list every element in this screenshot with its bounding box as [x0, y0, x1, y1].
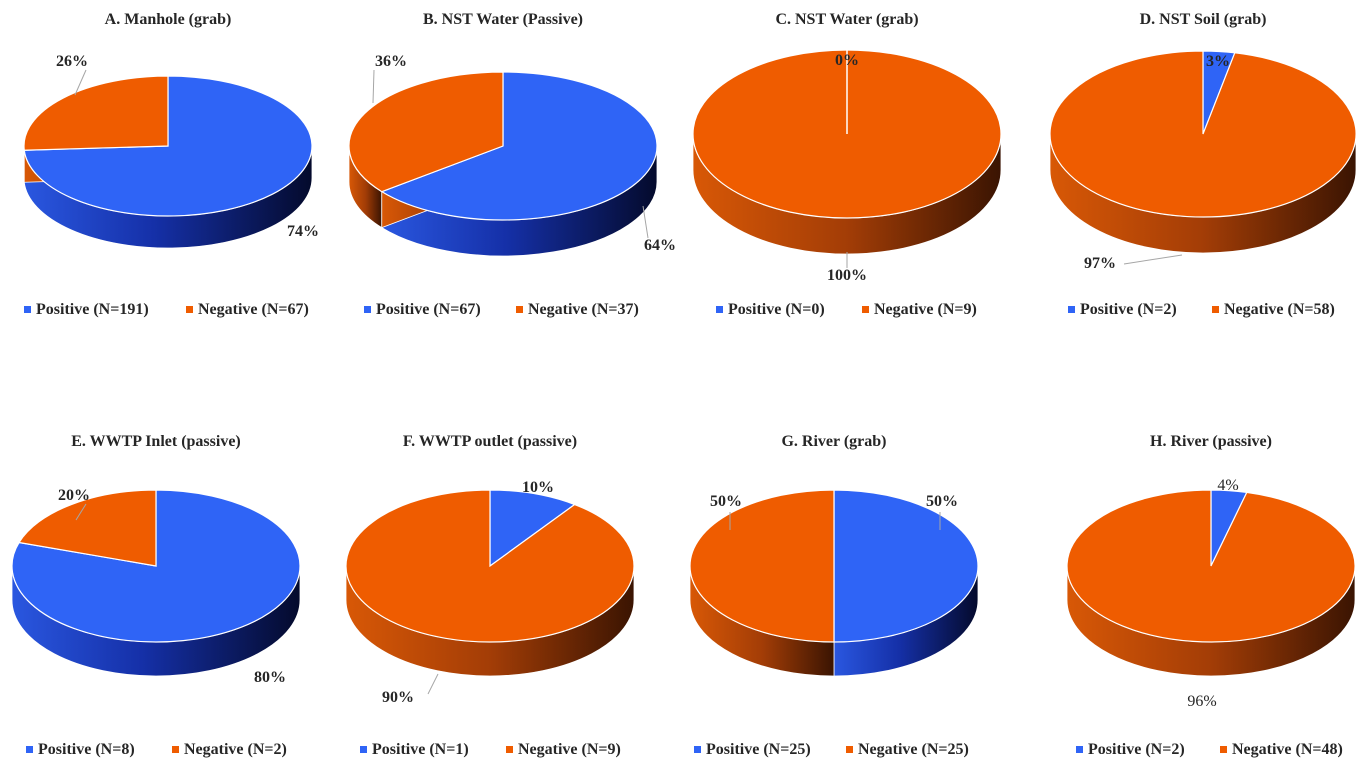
data-label-negative: 50% [710, 493, 742, 510]
pie-chart-c: 0% 100% C. NST Water (grab) Positive (N=0) N… [692, 11, 1002, 318]
legend: Positive (N=25) Negative (N=25) [694, 741, 969, 758]
pie-slice-positive [489, 489, 576, 568]
legend-swatch-negative [846, 746, 853, 753]
legend-swatch-positive [716, 306, 723, 313]
pie-slice-negative [348, 71, 504, 193]
data-label-negative: 20% [58, 487, 90, 504]
legend-swatch-negative [1212, 306, 1219, 313]
pie-chart-a: 74% 26% A. Manhole (grab) Positive (N=191) N… [23, 11, 319, 318]
legend-label-negative: Negative (N=48) [1232, 741, 1343, 758]
legend-label-positive: Positive (N=25) [706, 741, 811, 758]
legend-label-negative: Negative (N=25) [858, 741, 969, 758]
data-label-positive: 10% [522, 479, 554, 496]
pie-chart-g: 50% 50% G. River (grab) Positive (N=25) Nega… [689, 433, 979, 758]
legend-swatch-negative [186, 306, 193, 313]
legend-label-negative: Negative (N=37) [528, 301, 639, 318]
legend-label-negative: Negative (N=2) [184, 741, 287, 758]
legend-label-positive: Positive (N=191) [36, 301, 149, 318]
data-label-positive: 3% [1206, 53, 1230, 70]
legend-label-negative: Negative (N=9) [874, 301, 977, 318]
data-label-positive: 74% [287, 223, 319, 240]
legend-swatch-positive [1076, 746, 1083, 753]
pie-chart-f: 10% 90% F. WWTP outlet (passive) Positive (… [345, 433, 635, 758]
data-label-negative: 36% [375, 53, 407, 70]
legend-swatch-positive [360, 746, 367, 753]
legend-swatch-negative [1220, 746, 1227, 753]
legend-label-negative: Negative (N=58) [1224, 301, 1335, 318]
legend-label-positive: Positive (N=67) [376, 301, 481, 318]
leader-line [1123, 254, 1183, 265]
legend-swatch-positive [26, 746, 33, 753]
leader-line [642, 205, 649, 239]
legend-label-positive: Positive (N=0) [728, 301, 825, 318]
leader-line [427, 673, 439, 695]
chart-title: G. River (grab) [781, 433, 886, 450]
chart-title: B. NST Water (Passive) [423, 11, 583, 28]
data-label-negative: 96% [1187, 693, 1216, 710]
legend: Positive (N=67) Negative (N=37) [364, 301, 639, 318]
leader-line [372, 69, 375, 104]
legend-swatch-negative [172, 746, 179, 753]
pie-slice-positive [380, 71, 658, 221]
legend-swatch-positive [694, 746, 701, 753]
legend: Positive (N=8) Negative (N=2) [26, 741, 287, 758]
pie-slice-positive [833, 489, 979, 643]
pie-slice-negative [1049, 50, 1357, 218]
legend-label-positive: Positive (N=2) [1088, 741, 1185, 758]
chart-title: C. NST Water (grab) [775, 11, 918, 28]
data-label-negative: 97% [1084, 255, 1116, 272]
legend: Positive (N=1) Negative (N=9) [360, 741, 621, 758]
leader-line [75, 503, 87, 521]
legend-swatch-negative [516, 306, 523, 313]
pie-chart-e: 80% 20% E. WWTP Inlet (passive) Positive (N… [11, 433, 301, 758]
legend-label-positive: Positive (N=8) [38, 741, 135, 758]
legend-swatch-positive [1068, 306, 1075, 313]
legend-swatch-positive [364, 306, 371, 313]
data-label-positive: 4% [1217, 477, 1238, 494]
legend-label-positive: Positive (N=1) [372, 741, 469, 758]
legend-swatch-negative [506, 746, 513, 753]
data-label-negative: 90% [382, 689, 414, 706]
data-label-positive: 80% [254, 669, 286, 686]
chart-title: E. WWTP Inlet (passive) [71, 433, 241, 450]
legend-swatch-positive [24, 306, 31, 313]
leader-line [74, 69, 87, 96]
chart-title: D. NST Soil (grab) [1140, 11, 1267, 28]
pie-slice-negative [1066, 489, 1356, 643]
legend: Positive (N=2) Negative (N=58) [1068, 301, 1335, 318]
pie-slice-negative [23, 75, 169, 151]
legend-label-negative: Negative (N=67) [198, 301, 309, 318]
data-label-negative: 100% [827, 267, 867, 284]
chart-title: H. River (passive) [1150, 433, 1272, 450]
pie-chart-b: 64% 36% B. NST Water (Passive) Positive (N=… [348, 11, 676, 318]
legend-swatch-negative [862, 306, 869, 313]
chart-title: A. Manhole (grab) [105, 11, 232, 28]
legend-label-negative: Negative (N=9) [518, 741, 621, 758]
legend: Positive (N=2) Negative (N=48) [1076, 741, 1343, 758]
data-label-positive: 64% [644, 237, 676, 254]
legend: Positive (N=191) Negative (N=67) [24, 301, 309, 318]
legend: Positive (N=0) Negative (N=9) [716, 301, 977, 318]
pie-slice-negative [689, 489, 835, 643]
pie-slice-negative [345, 489, 635, 643]
chart-title: F. WWTP outlet (passive) [403, 433, 577, 450]
data-label-positive: 50% [926, 493, 958, 510]
legend-label-positive: Positive (N=2) [1080, 301, 1177, 318]
pie-chart-d: 3% 97% D. NST Soil (grab) Positive (N=2) Neg… [1049, 11, 1357, 318]
data-label-negative: 26% [56, 53, 88, 70]
data-label-positive: 0% [835, 52, 859, 69]
pie-chart-h: 4% 96% H. River (passive) Positive (N=2) Neg… [1066, 433, 1356, 758]
pie-slice-negative [18, 489, 157, 567]
